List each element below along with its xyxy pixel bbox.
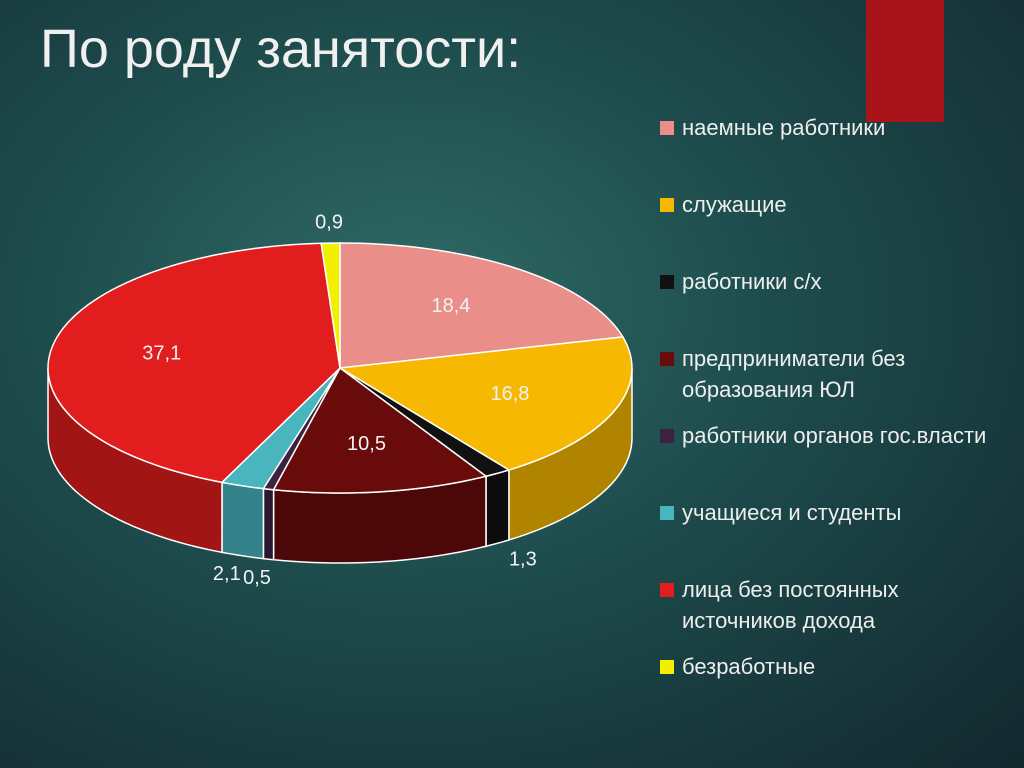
legend-item: работники органов гос.власти	[660, 420, 990, 497]
legend-label: наемные работники	[682, 115, 886, 140]
legend-label: работники с/х	[682, 269, 822, 294]
legend-label: работники органов гос.власти	[682, 423, 987, 448]
legend-label: безработные	[682, 654, 816, 679]
legend-item: наемные работники	[660, 112, 990, 189]
legend-item: служащие	[660, 189, 990, 266]
legend-swatch	[660, 429, 674, 443]
pie-slice	[220, 367, 341, 490]
value-label: 0,5	[243, 567, 271, 589]
pie-slice	[337, 336, 633, 471]
legend-swatch	[660, 583, 674, 597]
pie-slice	[47, 242, 341, 484]
legend-item: лица без постоянных источников дохода	[660, 574, 990, 651]
pie-slice	[320, 242, 341, 369]
legend-label: служащие	[682, 192, 787, 217]
slice-side	[485, 468, 510, 548]
legend-swatch	[660, 198, 674, 212]
legend-label: предприниматели без образования ЮЛ	[682, 346, 906, 402]
slice-side	[221, 481, 265, 560]
legend-swatch	[660, 275, 674, 289]
value-label: 10,5	[347, 433, 386, 455]
legend-label: учащиеся и студенты	[682, 500, 902, 525]
legend-swatch	[660, 121, 674, 135]
legend-item: работники с/х	[660, 266, 990, 343]
chart-title: По роду занятости:	[40, 19, 522, 79]
pie-slice	[339, 242, 625, 369]
legend-item: предприниматели без образования ЮЛ	[660, 343, 990, 420]
legend-swatch	[660, 506, 674, 520]
accent-bar	[866, 0, 944, 122]
value-label: 16,8	[491, 383, 530, 405]
slice-side	[262, 487, 275, 561]
value-label: 0,9	[315, 211, 343, 233]
value-label: 18,4	[432, 295, 471, 317]
legend: наемные работники служащие работники с/х пр…	[660, 112, 990, 728]
value-label: 1,3	[509, 548, 537, 570]
value-label: 37,1	[142, 343, 181, 365]
pie-slice	[272, 366, 488, 494]
value-label: 2,1	[213, 563, 241, 585]
legend-label: лица без постоянных источников дохода	[682, 577, 899, 633]
legend-item: учащиеся и студенты	[660, 497, 990, 574]
legend-swatch	[660, 352, 674, 366]
legend-item: безработные	[660, 651, 990, 728]
legend-swatch	[660, 660, 674, 674]
